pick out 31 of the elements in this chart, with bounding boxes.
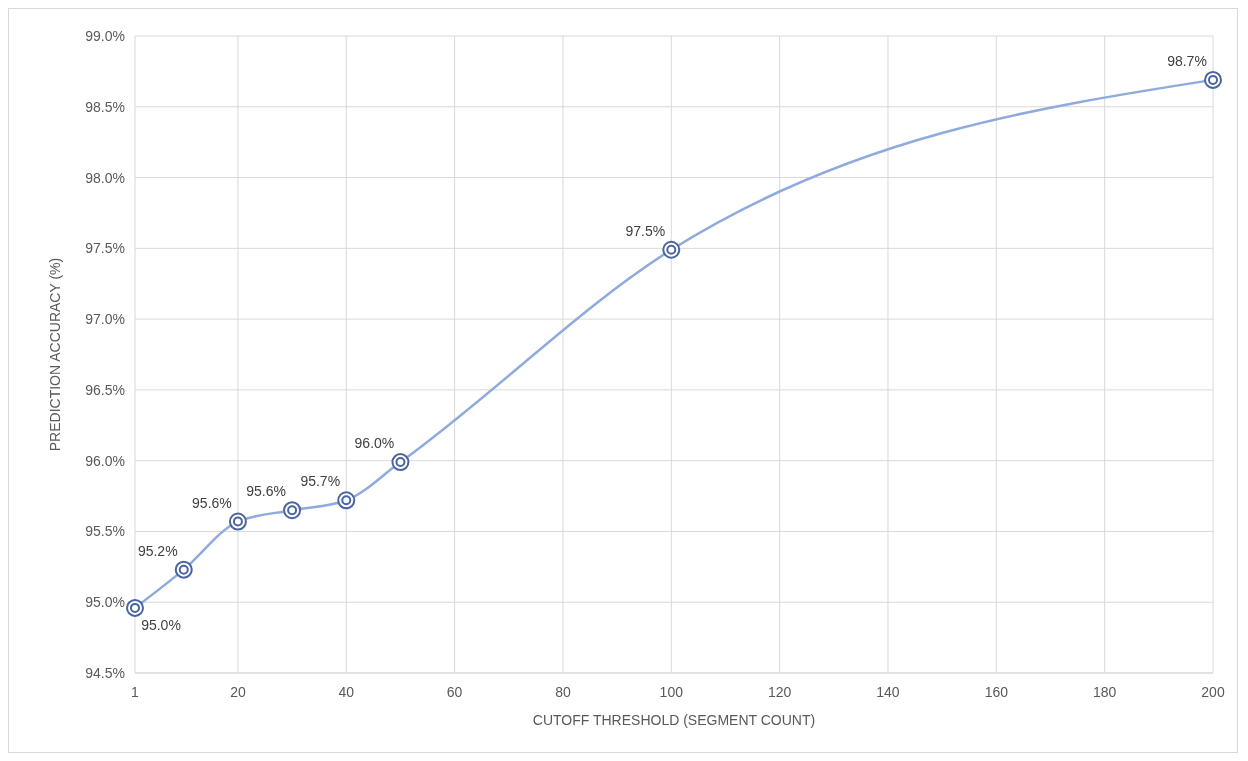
x-tick-label: 180 <box>1092 684 1117 700</box>
x-tick-label: 160 <box>984 684 1009 700</box>
x-tick-label: 100 <box>659 684 684 700</box>
x-tick-label: 60 <box>446 684 463 700</box>
y-tick-label: 96.0% <box>85 452 125 469</box>
data-label: 95.2% <box>137 542 178 559</box>
y-tick-label: 97.5% <box>85 240 125 257</box>
data-label: 98.7% <box>1167 52 1207 69</box>
y-tick-label: 95.0% <box>85 594 125 611</box>
x-tick-label: 20 <box>230 684 246 700</box>
y-tick-label: 98.0% <box>85 169 125 186</box>
y-tick-label: 95.5% <box>85 523 125 540</box>
y-tick-label: 96.5% <box>85 381 125 398</box>
x-tick-label: 80 <box>555 684 571 700</box>
data-label: 96.0% <box>354 435 395 452</box>
data-label: 95.6% <box>192 494 232 511</box>
x-tick-label: 140 <box>876 684 900 700</box>
x-tick-label: 1 <box>131 684 140 700</box>
x-tick-label: 120 <box>767 684 792 700</box>
data-label: 95.0% <box>141 616 181 633</box>
data-label: 97.5% <box>625 222 666 239</box>
x-tick-label: 40 <box>338 684 355 700</box>
y-tick-label: 98.5% <box>85 98 125 115</box>
y-tick-label: 94.5% <box>85 665 125 681</box>
x-axis-title: CUTOFF THRESHOLD (SEGMENT COUNT) <box>532 712 816 728</box>
y-axis-title: PREDICTION ACCURACY (%) <box>47 257 63 452</box>
y-tick-label: 97.0% <box>85 311 125 328</box>
y-tick-label: 99.0% <box>85 28 125 44</box>
data-label: 95.7% <box>300 473 341 490</box>
x-tick-label: 200 <box>1201 684 1225 700</box>
data-label: 95.6% <box>246 483 286 500</box>
